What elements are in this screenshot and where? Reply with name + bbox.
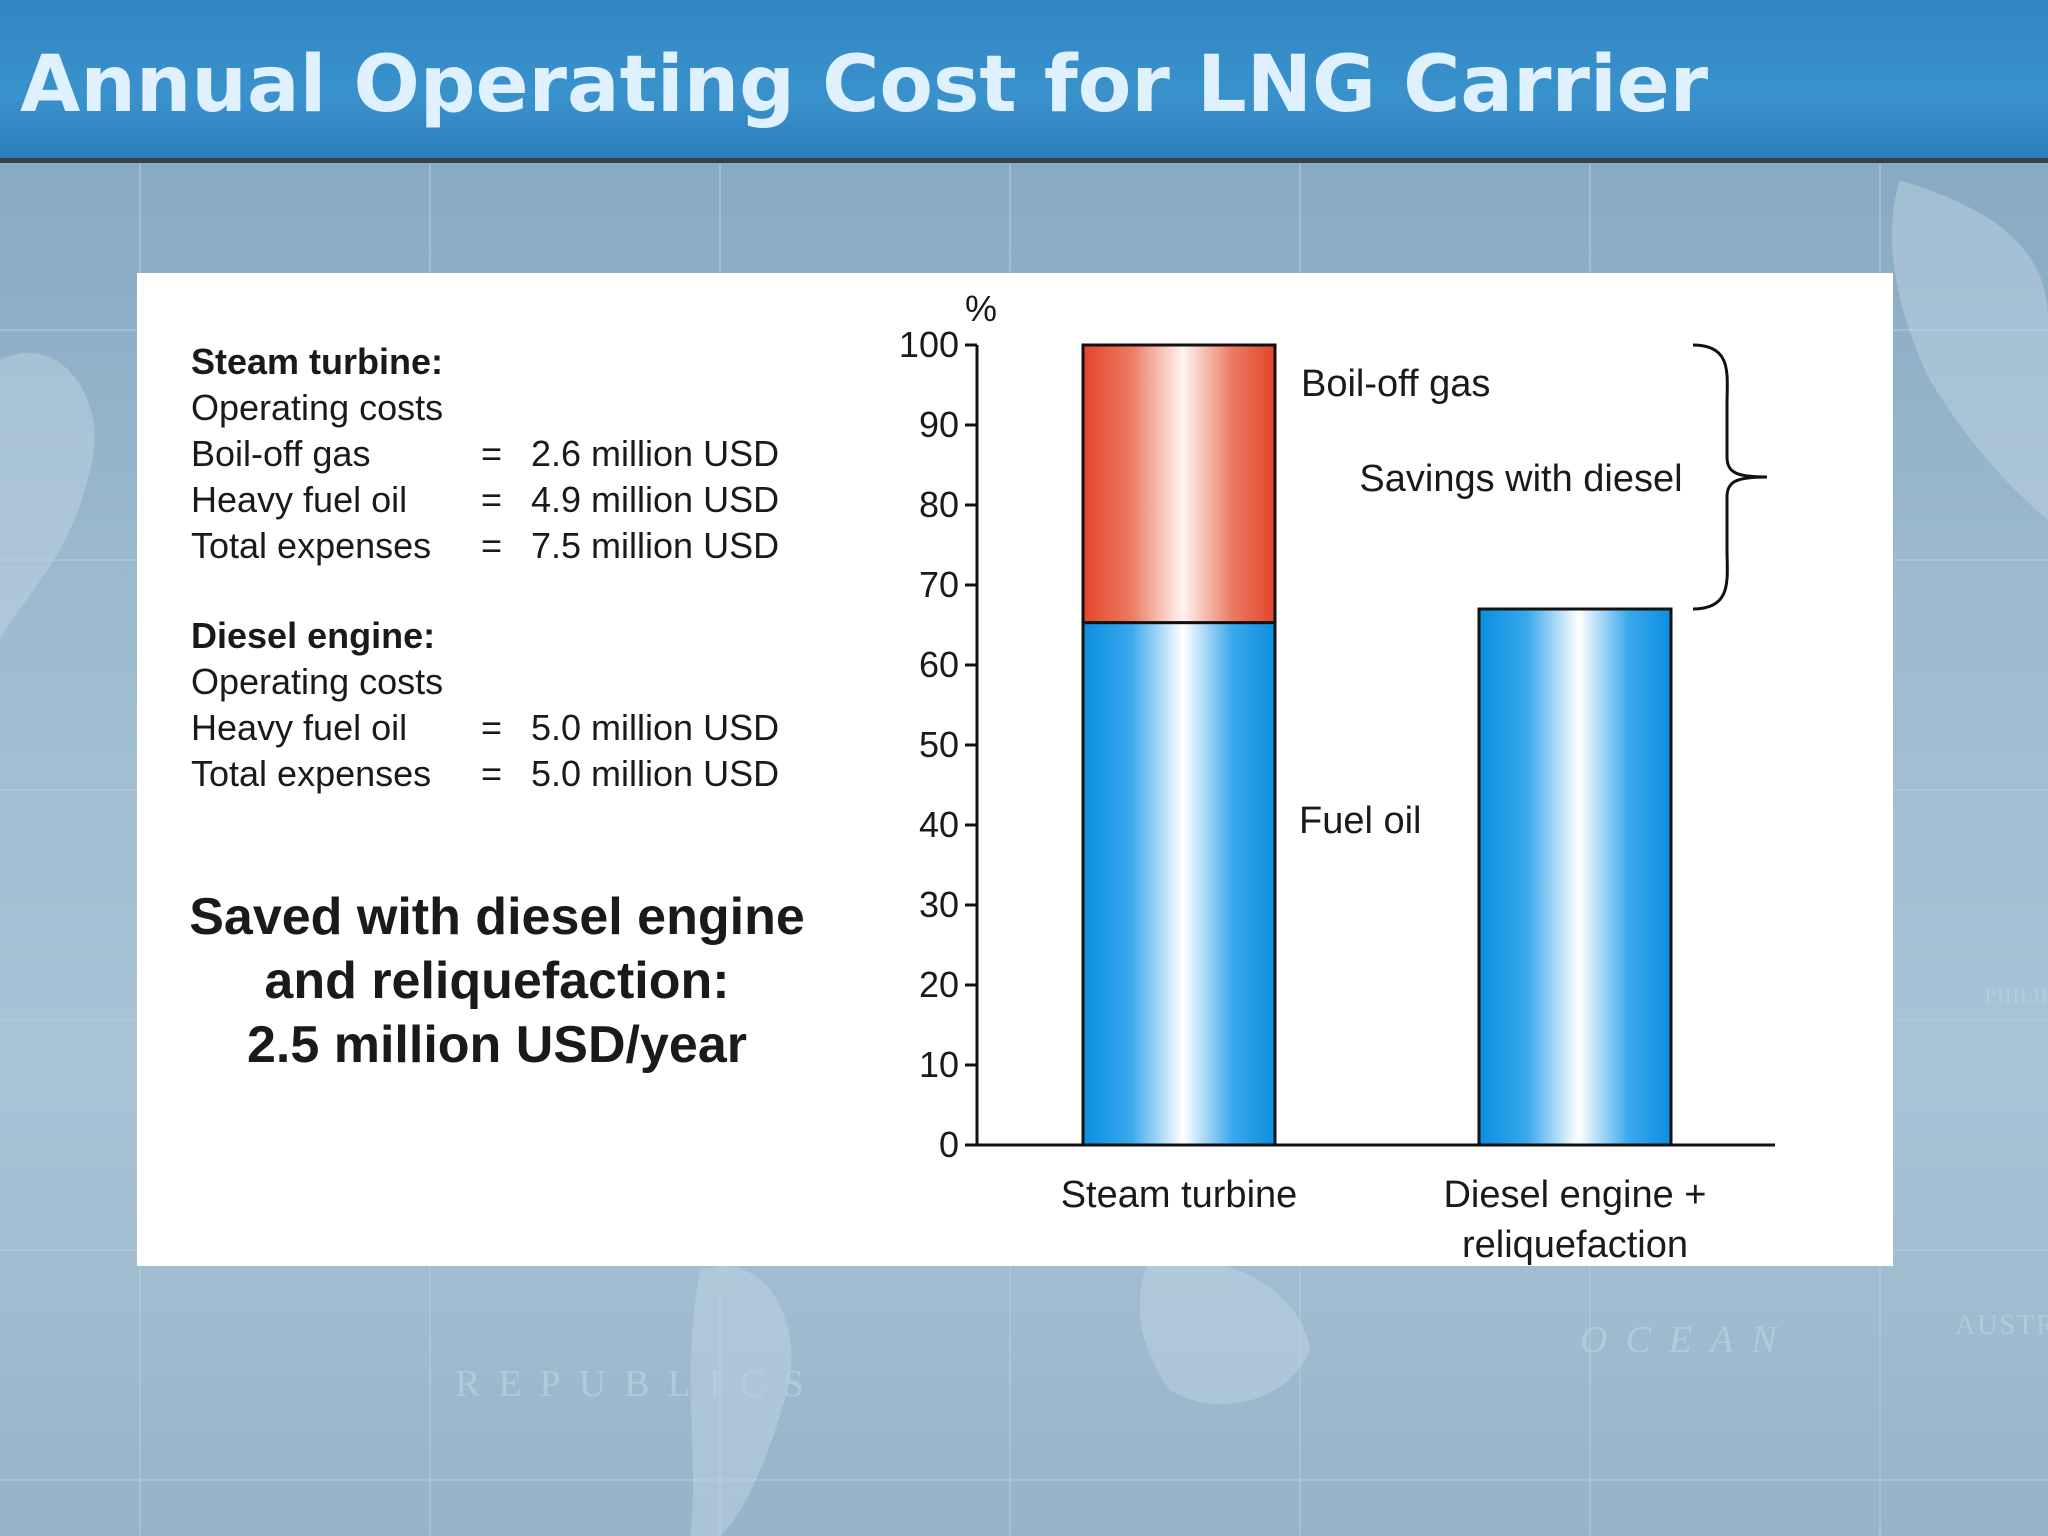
cost-value: 2.6 million USD <box>531 433 780 474</box>
y-tick-label: 100 <box>899 324 959 365</box>
map-label: PHILIP <box>1985 985 2048 1007</box>
y-tick-label: 10 <box>919 1044 959 1085</box>
y-tick-label: 70 <box>919 564 959 605</box>
savings-brace <box>1692 343 1768 611</box>
cost-row: Heavy fuel oil = 4.9 million USD <box>191 477 779 523</box>
equals-sign: = <box>481 525 503 566</box>
diesel-engine-costs: Diesel engine: Operating costs Heavy fue… <box>191 613 779 797</box>
cost-label: Total expenses <box>191 753 432 794</box>
equals-sign: = <box>481 753 503 794</box>
y-tick-label: 80 <box>919 484 959 525</box>
y-tick-label: 0 <box>939 1124 959 1165</box>
y-tick-label: 20 <box>919 964 959 1005</box>
bar-segment <box>1477 607 1673 1147</box>
savings-line: 2.5 million USD/year <box>247 1016 747 1074</box>
cost-row: Total expenses = 7.5 million USD <box>191 523 779 569</box>
savings-line: Saved with diesel engine <box>189 888 805 946</box>
bar-segment <box>1081 621 1277 1147</box>
y-tick-label: 30 <box>919 884 959 925</box>
diesel-engine-heading: Diesel engine: <box>191 615 436 656</box>
title-bar: Annual Operating Cost for LNG Carrier <box>0 0 2048 163</box>
savings-line: and reliquefaction: <box>264 952 730 1010</box>
y-tick-label: 50 <box>919 724 959 765</box>
cost-value: 5.0 million USD <box>531 753 780 794</box>
cost-label: Boil-off gas <box>191 433 371 474</box>
series-label-boil-off-gas: Boil-off gas <box>1301 363 1490 405</box>
cost-row: Total expenses = 5.0 million USD <box>191 751 779 797</box>
steam-turbine-heading: Steam turbine: <box>191 341 444 382</box>
y-tick-label: 90 <box>919 404 959 445</box>
cost-value: 4.9 million USD <box>531 479 780 520</box>
map-label: REPUBLICS <box>455 1363 822 1405</box>
savings-annotation: Savings with diesel <box>1359 458 1682 500</box>
content-panel: Steam turbine: Operating costs Boil-off … <box>137 273 1893 1266</box>
cost-value: 7.5 million USD <box>531 525 780 566</box>
y-tick-label: 60 <box>919 644 959 685</box>
cost-label: Heavy fuel oil <box>191 479 408 520</box>
x-category-label: reliquefaction <box>1462 1224 1688 1266</box>
cost-row: Heavy fuel oil = 5.0 million USD <box>191 705 779 751</box>
y-tick-label: 40 <box>919 804 959 845</box>
equals-sign: = <box>481 433 503 474</box>
map-label: AUSTR <box>1955 1310 2048 1341</box>
bar-segment <box>1081 343 1277 625</box>
slide-title: Annual Operating Cost for LNG Carrier <box>20 40 1709 130</box>
equals-sign: = <box>481 479 503 520</box>
steam-operating-costs-label: Operating costs <box>191 387 444 428</box>
map-label: OCEAN <box>1580 1319 1795 1361</box>
series-label-fuel-oil: Fuel oil <box>1299 800 1422 842</box>
cost-value: 5.0 million USD <box>531 707 780 748</box>
x-category-label: Diesel engine + <box>1443 1174 1706 1216</box>
cost-row: Boil-off gas = 2.6 million USD <box>191 431 779 477</box>
stacked-bar-chart: % 0 10 20 30 40 50 60 70 80 90 100 Fuel oil Boil-of… <box>899 288 1775 1266</box>
savings-summary: Saved with diesel engine and reliquefact… <box>167 885 827 1077</box>
x-category-label: Steam turbine <box>1061 1174 1298 1216</box>
cost-label: Total expenses <box>191 525 432 566</box>
y-axis-unit-label: % <box>965 288 997 329</box>
equals-sign: = <box>481 707 503 748</box>
steam-turbine-costs: Steam turbine: Operating costs Boil-off … <box>191 339 779 569</box>
cost-label: Heavy fuel oil <box>191 707 408 748</box>
diesel-operating-costs-label: Operating costs <box>191 661 444 702</box>
